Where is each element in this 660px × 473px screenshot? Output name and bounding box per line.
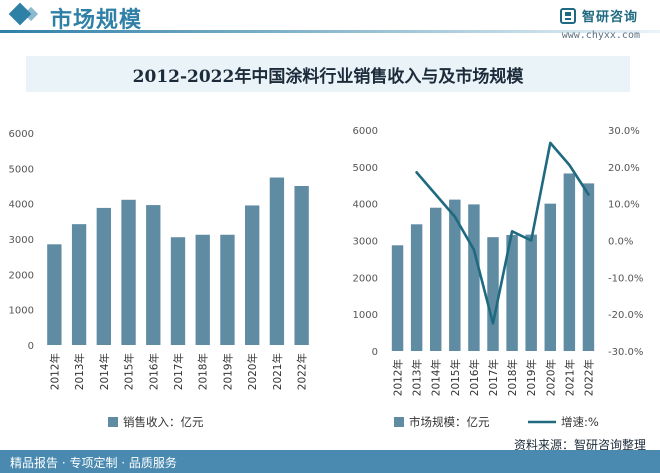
y-tick-label: 0 [372, 347, 378, 358]
y2-tick-label: -10.0% [608, 273, 643, 284]
bar [220, 234, 235, 345]
x-tick-label: 2013年 [73, 353, 86, 390]
y2-tick-label: -20.0% [608, 310, 643, 321]
y2-tick-label: 20.0% [608, 163, 640, 174]
bar [195, 234, 210, 345]
bar [47, 244, 62, 345]
top-header: 市场规模 智研咨询 www.chyxx.com [0, 0, 660, 41]
source-note: 资料来源：智研咨询整理 [513, 438, 646, 452]
y-tick-label: 4000 [9, 200, 34, 211]
bar [563, 173, 576, 351]
x-tick-label: 2016年 [468, 359, 481, 396]
bar [468, 204, 480, 351]
bar [245, 205, 260, 345]
legend-swatch-bar [394, 417, 404, 427]
bar [544, 203, 556, 351]
bar [582, 183, 595, 351]
y-tick-label: 0 [28, 341, 34, 352]
y-tick-label: 6000 [9, 129, 34, 140]
y2-tick-label: -30.0% [608, 347, 643, 358]
bar [525, 234, 537, 351]
x-tick-label: 2014年 [98, 353, 111, 390]
title-band: 2012-2022年中国涂料行业销售收入与及市场规模 [26, 56, 630, 92]
footer-bar: 精品报告 · 专项定制 · 品质服务 [0, 450, 660, 473]
footer-slogan: 精品报告 · 专项定制 · 品质服务 [10, 456, 177, 470]
y2-tick-label: 0.0% [608, 237, 633, 248]
x-tick-label: 2022年 [582, 359, 595, 396]
x-tick-label: 2021年 [563, 359, 576, 396]
bar [449, 199, 461, 351]
market-size-chart: 0 1000 2000 3000 4000 5000 6000 -30.0% -20.0% -1… [353, 126, 644, 429]
y-tick-label: 6000 [353, 126, 378, 137]
y-tick-label: 2000 [353, 273, 378, 284]
bar [487, 237, 499, 351]
chart-title: 2012-2022年中国涂料行业销售收入与及市场规模 [132, 66, 524, 87]
x-tick-label: 2012年 [392, 359, 405, 396]
growth-line [415, 141, 590, 325]
header-divider [0, 30, 660, 33]
y-tick-label: 4000 [353, 200, 378, 211]
x-tick-label: 2019年 [221, 353, 234, 390]
legend-label-bar: 市场规模：亿元 [409, 415, 490, 429]
bar [71, 224, 87, 345]
legend-label-line: 增速:% [561, 415, 599, 429]
x-tick-label: 2015年 [123, 353, 136, 390]
bar [391, 245, 404, 351]
x-tick-label: 2019年 [525, 359, 538, 396]
bar [170, 237, 186, 345]
x-tick-label: 2017年 [172, 353, 185, 390]
y-tick-label: 5000 [9, 164, 34, 175]
bar [96, 207, 111, 345]
x-tick-label: 2015年 [449, 359, 462, 396]
x-tick-label: 2021年 [271, 353, 284, 390]
bar [146, 205, 161, 345]
x-tick-label: 2017年 [487, 359, 500, 396]
y-tick-label: 2000 [9, 270, 34, 281]
brand-name: 智研咨询 [581, 10, 638, 25]
y-tick-label: 3000 [9, 235, 34, 246]
x-tick-label: 2013年 [411, 359, 424, 396]
x-tick-label: 2014年 [430, 359, 443, 396]
y-tick-label: 1000 [9, 306, 34, 317]
x-tick-label: 2012年 [48, 353, 61, 390]
y-tick-label: 5000 [353, 163, 378, 174]
brand-url: www.chyxx.com [561, 30, 640, 41]
brand-logo-icon [559, 7, 576, 24]
legend-label: 销售收入：亿元 [123, 415, 204, 429]
y2-tick-label: 30.0% [608, 126, 640, 137]
x-tick-label: 2020年 [544, 359, 557, 396]
x-tick-label: 2018年 [197, 353, 210, 390]
x-tick-label: 2018年 [506, 359, 519, 396]
bar [121, 199, 136, 345]
bar [410, 224, 423, 351]
y-tick-label: 1000 [353, 310, 378, 321]
bar [294, 186, 309, 345]
sales-revenue-chart: 0 1000 2000 3000 4000 5000 6000 2012年 2013年 2014… [9, 129, 309, 429]
y2-tick-label: 10.0% [608, 200, 640, 211]
bar [430, 207, 442, 351]
x-tick-label: 2016年 [147, 353, 160, 390]
y-tick-label: 3000 [353, 237, 378, 248]
section-title: 市场规模 [50, 8, 143, 33]
bar [506, 234, 518, 351]
x-tick-label: 2022年 [296, 353, 309, 390]
x-tick-label: 2020年 [246, 353, 259, 390]
legend-swatch [108, 417, 118, 427]
brand: 智研咨询 [559, 6, 638, 25]
bar [269, 177, 285, 345]
